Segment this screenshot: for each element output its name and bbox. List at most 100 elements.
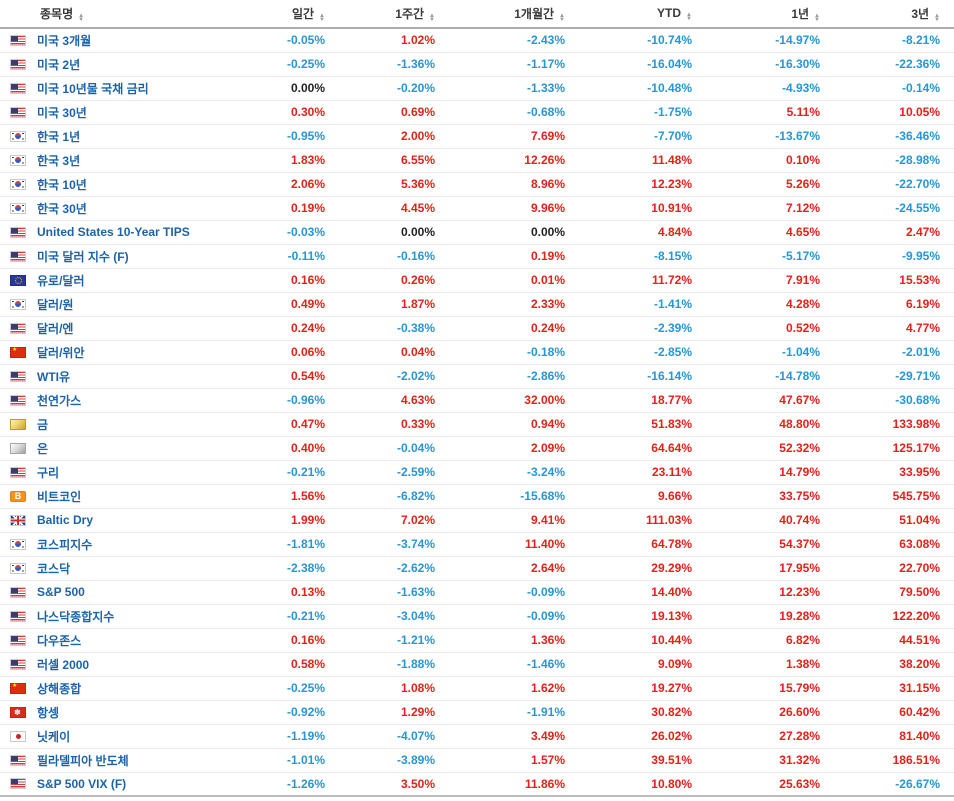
instrument-name[interactable]: 한국 10년 xyxy=(37,177,87,192)
change-value: -2.59% xyxy=(339,460,449,485)
us-flag-icon xyxy=(10,634,26,646)
change-value: 1.08% xyxy=(339,676,449,701)
change-value: 10.44% xyxy=(579,628,706,653)
instrument-name[interactable]: 한국 1년 xyxy=(37,129,81,144)
change-value: 2.06% xyxy=(255,172,339,197)
change-value: 6.82% xyxy=(706,628,834,653)
us-flag-icon xyxy=(10,754,26,766)
instrument-name[interactable]: 비트코인 xyxy=(37,489,82,504)
column-header-3year[interactable]: 3년 ▲ ▼ xyxy=(834,0,954,29)
us-flag-icon xyxy=(10,250,26,262)
change-value: -4.07% xyxy=(339,724,449,749)
change-value: 1.36% xyxy=(449,628,579,653)
instrument-name[interactable]: 달러/원 xyxy=(37,297,74,312)
change-value: 0.52% xyxy=(706,316,834,341)
change-value: -36.46% xyxy=(834,124,954,149)
change-value: 0.06% xyxy=(255,340,339,365)
change-value: 0.16% xyxy=(255,268,339,293)
change-value: 8.96% xyxy=(449,172,579,197)
instrument-name[interactable]: 나스닥종합지수 xyxy=(37,609,115,624)
instrument-name[interactable]: 러셀 2000 xyxy=(37,657,90,672)
change-value: -0.09% xyxy=(449,580,579,605)
instrument-name[interactable]: 미국 3개월 xyxy=(37,33,92,48)
instrument-name[interactable]: 한국 3년 xyxy=(37,153,81,168)
instrument-name[interactable]: 은 xyxy=(37,441,49,456)
instrument-name[interactable]: 미국 30년 xyxy=(37,105,87,120)
change-value: 1.83% xyxy=(255,148,339,173)
table-row: 한국 30년 0.19% 4.45% 9.96% 10.91% 7.12% -24.55% xyxy=(0,196,954,221)
change-value: 0.01% xyxy=(449,268,579,293)
instrument-name[interactable]: 천연가스 xyxy=(37,393,82,408)
change-value: 29.29% xyxy=(579,556,706,581)
change-value: 10.80% xyxy=(579,772,706,797)
instrument-name[interactable]: 유로/달러 xyxy=(37,273,85,288)
instrument-name[interactable]: Baltic Dry xyxy=(37,513,94,527)
change-value: 64.64% xyxy=(579,436,706,461)
table-row: 다우존스 0.16% -1.21% 1.36% 10.44% 6.82% 44.51% xyxy=(0,628,954,653)
change-value: -1.26% xyxy=(255,772,339,797)
change-value: 10.05% xyxy=(834,100,954,125)
instrument-name[interactable]: 한국 30년 xyxy=(37,201,87,216)
change-value: 11.40% xyxy=(449,532,579,557)
change-value: 0.16% xyxy=(255,628,339,653)
silver-bar-icon xyxy=(10,442,26,454)
table-header: 종목명 ▲ ▼ 일간 ▲ ▼ 1주간 ▲ ▼ 1개월간 ▲ ▼ YTD ▲ ▼ 1년 ▲ ▼ xyxy=(0,0,954,29)
instrument-name[interactable]: 미국 2년 xyxy=(37,57,81,72)
column-header-1month[interactable]: 1개월간 ▲ ▼ xyxy=(449,0,579,29)
instrument-name[interactable]: 금 xyxy=(37,417,49,432)
column-header-1week[interactable]: 1주간 ▲ ▼ xyxy=(339,0,449,29)
change-value: -0.11% xyxy=(255,244,339,269)
table-row: S&P 500 VIX (F) -1.26% 3.50% 11.86% 10.80% 25… xyxy=(0,772,954,797)
instrument-name[interactable]: 닛케이 xyxy=(37,729,71,744)
table-body: 미국 3개월 -0.05% 1.02% -2.43% -10.74% -14.97% -8.… xyxy=(0,28,954,797)
instrument-name[interactable]: 상해종합 xyxy=(37,681,82,696)
instrument-name[interactable]: 코스피지수 xyxy=(37,537,93,552)
change-value: -2.43% xyxy=(449,28,579,53)
change-value: -1.91% xyxy=(449,700,579,725)
change-value: -10.74% xyxy=(579,28,706,53)
instrument-cell: 한국 30년 xyxy=(0,196,255,221)
instrument-cell: United States 10-Year TIPS xyxy=(0,220,255,245)
change-value: 19.27% xyxy=(579,676,706,701)
change-value: 23.11% xyxy=(579,460,706,485)
instrument-name[interactable]: 미국 달러 지수 (F) xyxy=(37,249,129,264)
uk-flag-icon xyxy=(10,514,26,526)
change-value: 0.00% xyxy=(339,220,449,245)
change-value: -2.38% xyxy=(255,556,339,581)
column-header-1year[interactable]: 1년 ▲ ▼ xyxy=(706,0,834,29)
change-value: 3.50% xyxy=(339,772,449,797)
instrument-name[interactable]: 코스닥 xyxy=(37,561,71,576)
instrument-name[interactable]: S&P 500 VIX (F) xyxy=(37,776,127,791)
instrument-name[interactable]: 미국 10년물 국채 금리 xyxy=(37,81,149,96)
instrument-name[interactable]: S&P 500 xyxy=(37,585,85,599)
change-value: 17.95% xyxy=(706,556,834,581)
change-value: 12.23% xyxy=(706,580,834,605)
column-header-ytd[interactable]: YTD ▲ ▼ xyxy=(579,0,706,29)
change-value: 47.67% xyxy=(706,388,834,413)
change-value: 7.12% xyxy=(706,196,834,221)
instrument-name[interactable]: 다우존스 xyxy=(37,633,82,648)
sort-icon: ▲ ▼ xyxy=(814,13,820,23)
change-value: -0.21% xyxy=(255,460,339,485)
instrument-name[interactable]: 항셍 xyxy=(37,705,60,720)
change-value: 2.47% xyxy=(834,220,954,245)
column-header-name[interactable]: 종목명 ▲ ▼ xyxy=(0,0,255,29)
kr-flag-icon xyxy=(10,562,26,574)
change-value: 11.86% xyxy=(449,772,579,797)
change-value: -16.30% xyxy=(706,52,834,77)
instrument-name[interactable]: 필라델피아 반도체 xyxy=(37,753,129,768)
table-row: 천연가스 -0.96% 4.63% 32.00% 18.77% 47.67% -30.68% xyxy=(0,388,954,413)
change-value: -16.04% xyxy=(579,52,706,77)
instrument-name[interactable]: 구리 xyxy=(37,465,60,480)
column-header-daily[interactable]: 일간 ▲ ▼ xyxy=(255,0,339,29)
instrument-name[interactable]: WTI유 xyxy=(37,369,71,384)
instrument-name[interactable]: 달러/위안 xyxy=(37,345,85,360)
instrument-name[interactable]: 달러/엔 xyxy=(37,321,74,336)
change-value: 122.20% xyxy=(834,604,954,629)
column-header-label: YTD xyxy=(657,6,682,20)
change-value: -1.41% xyxy=(579,292,706,317)
instrument-name[interactable]: United States 10-Year TIPS xyxy=(37,225,190,239)
change-value: -9.95% xyxy=(834,244,954,269)
change-value: 7.02% xyxy=(339,508,449,533)
